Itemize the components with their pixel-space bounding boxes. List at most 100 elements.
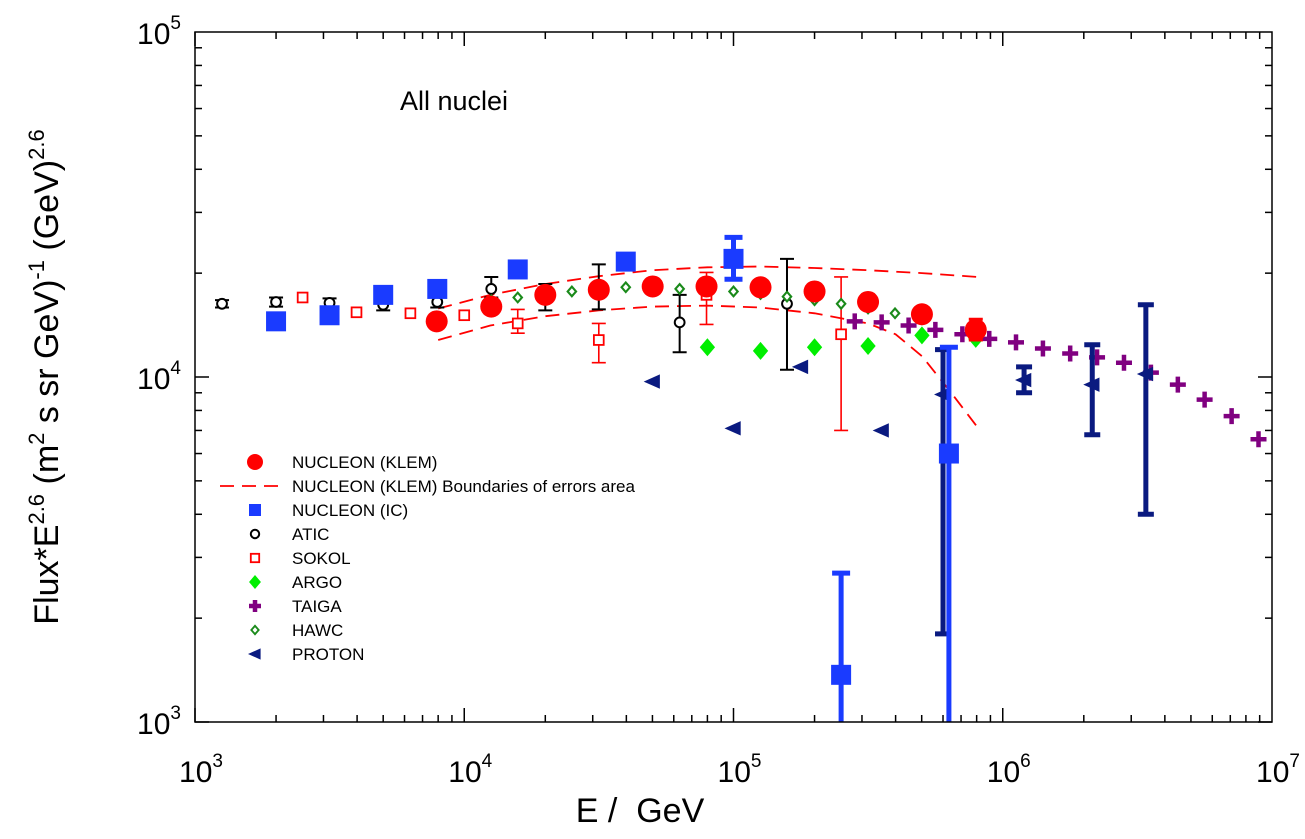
legend-entry-nucleon-klem: NUCLEON (KLEM) <box>247 453 437 472</box>
data-point <box>458 309 471 322</box>
data-point <box>485 283 498 295</box>
data-point <box>727 285 740 298</box>
y-label-units-c: (GeV) <box>28 160 66 260</box>
series-nucleon-klem <box>425 275 987 342</box>
legend-entry-taiga: TAIGA <box>249 597 342 616</box>
data-point <box>480 295 503 318</box>
y-tick-label: 105 <box>137 13 181 51</box>
x-tick-label: 103 <box>179 751 223 789</box>
y-label-units-b: s sr GeV) <box>28 280 66 433</box>
data-point <box>270 296 282 308</box>
data-point <box>1136 366 1154 382</box>
legend-label: TAIGA <box>292 597 342 616</box>
legend-entry-argo: ARGO <box>249 573 342 592</box>
series-taiga <box>846 313 1267 448</box>
legend-swatch <box>249 575 261 589</box>
data-point <box>803 280 826 303</box>
legend-entry-hawc: HAWC <box>250 621 343 640</box>
data-point <box>806 338 823 357</box>
legend-label: ARGO <box>292 573 342 592</box>
data-point <box>673 316 686 329</box>
data-point <box>592 334 605 346</box>
legend-label: NUCLEON (KLEM) Boundaries of errors area <box>292 477 636 496</box>
data-point <box>1250 431 1267 448</box>
x-tick-label: 104 <box>448 751 492 789</box>
data-point <box>1008 334 1024 351</box>
data-point <box>373 284 394 305</box>
data-point <box>615 251 636 272</box>
data-point <box>1169 376 1186 393</box>
error-bar <box>1084 342 1101 438</box>
data-point <box>1015 372 1032 388</box>
plot-area <box>215 234 1267 722</box>
error-bar <box>1137 302 1154 517</box>
data-point <box>425 310 448 333</box>
data-point <box>296 291 309 304</box>
legend-swatch <box>250 624 260 636</box>
data-point <box>914 326 930 345</box>
klem-boundary-upper <box>437 265 977 310</box>
data-point <box>1062 345 1079 362</box>
data-point <box>857 290 880 313</box>
data-point <box>835 328 847 341</box>
legend-label: HAWC <box>292 621 343 640</box>
data-point <box>910 303 933 326</box>
data-point <box>643 374 660 389</box>
legend-label: NUCLEON (KLEM) <box>292 453 437 472</box>
y-label-units-b-exp: -1 <box>24 260 49 280</box>
legend-swatch <box>248 648 261 660</box>
axis-ticks <box>194 32 1272 723</box>
legend-entry-atic: ATIC <box>249 525 329 544</box>
data-point <box>620 280 632 294</box>
y-label-units-a-exp: 2 <box>24 433 49 445</box>
x-tick-label: 106 <box>987 751 1031 789</box>
data-point <box>511 317 524 330</box>
y-tick-label: 104 <box>137 358 181 396</box>
y-axis-label: Flux*E2.6 (m2 s sr GeV)-1 (GeV)2.6 <box>24 129 66 624</box>
data-point <box>1196 391 1213 408</box>
error-bar <box>939 344 958 722</box>
legend-label: PROTON <box>292 645 364 664</box>
data-point <box>724 421 741 436</box>
data-point <box>534 283 557 306</box>
data-point <box>1223 408 1240 425</box>
annotation-all-nuclei: All nuclei <box>400 86 508 116</box>
data-point <box>404 307 417 320</box>
data-point <box>507 259 528 280</box>
legend-swatch <box>249 552 261 564</box>
x-tick-label: 107 <box>1256 751 1300 789</box>
legend-label: SOKOL <box>292 549 351 568</box>
axis-tick-labels: 103 104 105 106 107 103 104 105 <box>137 13 1300 789</box>
data-point <box>846 313 863 330</box>
data-point <box>872 423 889 438</box>
y-label-flux: Flux*E <box>28 525 66 625</box>
legend-label: ATIC <box>292 525 329 544</box>
data-point <box>900 317 917 334</box>
y-label-flux-exp: 2.6 <box>24 494 49 525</box>
data-point <box>889 306 901 320</box>
data-point <box>927 321 944 338</box>
error-bar <box>779 257 794 371</box>
data-point <box>674 282 686 296</box>
data-point <box>831 664 852 685</box>
data-point <box>350 306 363 319</box>
data-point <box>587 278 610 301</box>
data-point <box>860 336 876 355</box>
data-point <box>216 297 228 310</box>
data-point <box>695 275 718 298</box>
data-point <box>1115 354 1132 371</box>
data-point <box>934 387 951 402</box>
legend-label: NUCLEON (IC) <box>292 501 408 520</box>
plot-frame <box>194 31 1273 723</box>
x-tick-label: 105 <box>718 751 762 789</box>
data-point <box>749 276 772 299</box>
data-point <box>266 311 287 332</box>
data-point <box>835 297 847 311</box>
legend-entry-sokol: SOKOL <box>249 549 351 568</box>
data-point <box>938 443 959 464</box>
data-point <box>781 290 793 304</box>
series-nucleon-ic <box>266 234 959 722</box>
data-point <box>791 359 809 375</box>
legend-entry-nucleon-klem-boundaries-of-errors-area: NUCLEON (KLEM) Boundaries of errors area <box>220 477 636 496</box>
